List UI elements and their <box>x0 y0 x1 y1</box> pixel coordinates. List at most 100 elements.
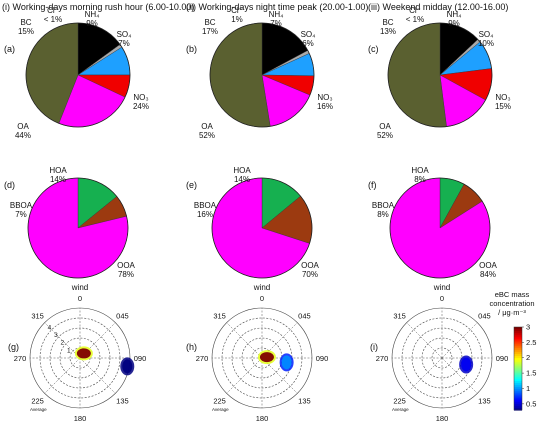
polar-angle-label: 090 <box>496 354 509 363</box>
polar-spoke <box>226 357 263 394</box>
polar-hotspot <box>281 355 292 370</box>
polar-ring <box>431 347 453 369</box>
colorbar-segment <box>514 395 522 399</box>
polar-spoke <box>79 357 116 394</box>
slice-percent-cl: 1% <box>231 15 243 24</box>
pie-outline <box>211 177 313 279</box>
polar-angle-label: 045 <box>478 312 491 321</box>
colorbar-segment <box>514 383 522 386</box>
slice-percent-no3: 16% <box>317 102 333 111</box>
pie-outline <box>389 177 491 279</box>
slice-name-bboa: BBOA <box>372 201 395 210</box>
colorbar-segment <box>514 374 522 378</box>
polar-angle-label: 225 <box>31 396 44 405</box>
slice-name-nh4: NH₄ <box>85 10 100 19</box>
colorbar-segment <box>514 376 522 380</box>
panel-label: (i) <box>370 342 378 352</box>
slice-name-hoa: HOA <box>411 166 429 175</box>
slice-name-no3: NO₃ <box>317 93 332 102</box>
polar-angle-label: 045 <box>298 312 311 321</box>
slice-name-hoa: HOA <box>49 166 67 175</box>
colorbar-segment <box>514 329 522 332</box>
slice-percent-cl: < 1% <box>44 15 62 24</box>
colorbar-segment <box>514 341 522 345</box>
pie-slice-oa <box>209 22 271 128</box>
column-title-ii: (ii) Working-days night time peak (20.00… <box>186 2 368 12</box>
polar-title: wind <box>433 283 450 292</box>
slice-percent-so4: 7% <box>118 39 130 48</box>
polar-spoke <box>441 357 478 394</box>
colorbar-segment <box>514 407 522 411</box>
slice-percent-so4: 10% <box>478 39 494 48</box>
polar-hotspot <box>461 357 472 372</box>
polar-angle-label: 270 <box>196 354 209 363</box>
colorbar-segment <box>514 391 522 394</box>
pie-outline <box>27 177 129 279</box>
polar-angle-label: 135 <box>478 396 491 405</box>
slice-name-so4: SO₄ <box>301 30 316 39</box>
colorbar-segment <box>514 366 522 370</box>
colorbar-segment <box>514 364 522 368</box>
polar-angle-label: 180 <box>74 414 87 423</box>
slice-name-ooa: OOA <box>301 261 319 270</box>
polar-ring <box>59 337 101 379</box>
colorbar-title-line3: / μg·m⁻³ <box>498 308 526 317</box>
colorbar-segment <box>514 405 522 409</box>
slice-name-ooa: OOA <box>117 261 135 270</box>
slice-percent-bboa: 16% <box>197 210 213 219</box>
slice-percent-bc: 15% <box>18 27 34 36</box>
panel-label: (c) <box>368 44 379 54</box>
colorbar-tick-label: 1.5 <box>526 369 536 378</box>
colorbar-segment <box>514 358 522 361</box>
polar-angle-label: 090 <box>316 354 329 363</box>
polar-radial-tick: 2 <box>61 340 65 347</box>
colorbar-title-line2: concentration <box>489 299 534 308</box>
colorbar-segment <box>514 372 522 376</box>
colorbar-segment <box>514 393 522 397</box>
colorbar-segment <box>514 345 522 349</box>
pie-outline <box>25 22 131 128</box>
slice-name-bc: BC <box>20 18 31 27</box>
polar-radial-tick: 1 <box>67 347 71 354</box>
polar-angle-label: 270 <box>376 354 389 363</box>
polar-hotspot <box>259 352 274 363</box>
polar-angle-label: 225 <box>213 396 226 405</box>
colorbar-title-line1: eBC mass <box>495 290 530 299</box>
slice-name-bc: BC <box>204 18 215 27</box>
slice-percent-bboa: 7% <box>15 210 27 219</box>
slice-percent-nh4: 9% <box>448 19 460 28</box>
colorbar-segment <box>514 378 522 382</box>
polar-plot-h: 0 045 090 135 180 225 270 315 wind (h) Average <box>186 283 328 423</box>
colorbar-segment <box>514 389 522 392</box>
panel-label: (d) <box>4 180 15 190</box>
colorbar-segment <box>514 347 522 351</box>
slice-name-cl: Cl⁻ <box>409 6 421 15</box>
slice-percent-so4: 6% <box>302 39 314 48</box>
polar-title: wind <box>253 283 270 292</box>
slice-percent-oa: 52% <box>377 131 393 140</box>
polar-angle-label: 315 <box>393 312 406 321</box>
polar-plot-i: 0 045 090 135 180 225 270 315 wind (i) Average <box>370 283 508 423</box>
polar-angle-label: 135 <box>298 396 311 405</box>
slice-percent-ooa: 78% <box>118 270 134 279</box>
polar-footer: Average <box>30 407 47 412</box>
panel-label: (g) <box>8 342 19 352</box>
panel-label: (h) <box>186 342 197 352</box>
polar-radial-tick: 4 <box>48 324 52 331</box>
colorbar-segment <box>514 351 522 355</box>
polar-angle-label: 090 <box>134 354 147 363</box>
colorbar-segment <box>514 403 522 407</box>
column-titles: (i) Working-days morning rush hour (6.00… <box>2 2 508 12</box>
polar-angle-label: 270 <box>14 354 27 363</box>
column-title-iii: (iii) Weekend midday (12.00-16.00) <box>368 2 508 12</box>
column-title-i: (i) Working-days morning rush hour (6.00… <box>2 2 194 12</box>
slice-name-bboa: BBOA <box>194 201 217 210</box>
polar-angle-label: 315 <box>31 312 44 321</box>
pie-outline <box>209 22 315 128</box>
colorbar-segment <box>514 327 522 330</box>
polar-radial-tick: 3 <box>54 332 58 339</box>
